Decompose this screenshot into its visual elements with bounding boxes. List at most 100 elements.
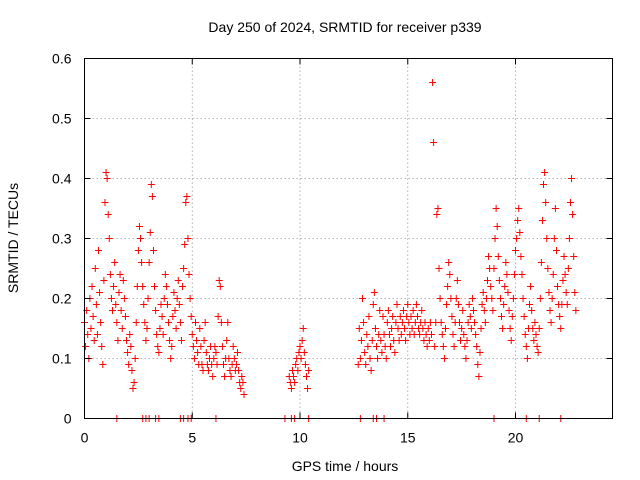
y-tick-label: 0.4 (52, 171, 72, 187)
data-point (508, 313, 516, 320)
data-point (296, 343, 304, 350)
data-point (534, 349, 542, 356)
data-point (572, 307, 580, 314)
data-point (467, 325, 475, 332)
data-point (116, 271, 124, 278)
data-point (532, 331, 540, 338)
data-point (111, 259, 119, 266)
data-point (514, 217, 522, 224)
data-point (387, 343, 395, 350)
data-point (368, 337, 376, 344)
data-point (93, 331, 101, 338)
data-point (224, 319, 232, 326)
data-point (450, 343, 458, 350)
data-point (294, 367, 302, 374)
data-point (453, 277, 461, 284)
data-point (88, 283, 96, 290)
data-point (449, 331, 457, 338)
data-point (509, 295, 517, 302)
data-point (100, 277, 108, 284)
data-point (510, 271, 518, 278)
data-point (82, 343, 90, 350)
data-point (401, 325, 409, 332)
data-point (109, 307, 117, 314)
data-point (221, 373, 229, 380)
data-point (101, 199, 109, 206)
data-point (144, 295, 152, 302)
data-point (418, 307, 426, 314)
data-point (126, 331, 134, 338)
data-point (512, 247, 520, 254)
data-point (168, 343, 176, 350)
data-point (217, 319, 225, 326)
data-point (194, 349, 202, 356)
x-tick-label: 20 (508, 430, 524, 446)
data-point (212, 349, 220, 356)
data-point (216, 283, 224, 290)
data-point (545, 289, 553, 296)
data-point (394, 325, 402, 332)
data-point (561, 271, 569, 278)
data-point (461, 343, 469, 350)
data-point (175, 301, 183, 308)
data-point (186, 295, 194, 302)
y-tick-label: 0.3 (52, 231, 72, 247)
y-tick-label: 0.2 (52, 291, 72, 307)
data-point (356, 355, 364, 362)
data-point (448, 313, 456, 320)
data-point (496, 295, 504, 302)
data-point (367, 367, 375, 374)
data-point (142, 337, 150, 344)
data-point (404, 301, 412, 308)
data-point (507, 337, 515, 344)
data-point (190, 355, 198, 362)
data-point (187, 313, 195, 320)
data-point (98, 343, 106, 350)
data-point (304, 385, 312, 392)
data-point (551, 205, 559, 212)
data-point (180, 265, 188, 272)
data-point (397, 331, 405, 338)
data-point (360, 319, 368, 326)
grid-lines (84, 58, 613, 419)
data-point (480, 307, 488, 314)
data-point (184, 235, 192, 242)
data-point (147, 181, 155, 188)
data-point (110, 283, 118, 290)
data-point (469, 307, 477, 314)
data-point (210, 355, 218, 362)
data-point (430, 139, 438, 146)
x-tick-label: 0 (81, 430, 89, 446)
data-point (408, 325, 416, 332)
data-point (204, 367, 212, 374)
data-point (571, 289, 579, 296)
data-point (196, 325, 204, 332)
data-point (362, 361, 370, 368)
data-point (371, 325, 379, 332)
data-point (139, 283, 147, 290)
data-point (173, 295, 181, 302)
data-point (543, 235, 551, 242)
data-point (389, 313, 397, 320)
data-point (533, 343, 541, 350)
data-point (121, 313, 129, 320)
data-point (125, 361, 133, 368)
data-point (399, 307, 407, 314)
data-point (413, 313, 421, 320)
data-point (393, 301, 401, 308)
data-point (504, 289, 512, 296)
data-point (544, 265, 552, 272)
data-point (494, 253, 502, 260)
data-point (541, 169, 549, 176)
data-point (425, 337, 433, 344)
data-point (379, 313, 387, 320)
data-point (538, 217, 546, 224)
data-point (433, 211, 441, 218)
data-point (182, 199, 190, 206)
data-point (354, 361, 362, 368)
data-point (291, 379, 299, 386)
data-point (146, 229, 154, 236)
data-point (149, 247, 157, 254)
data-point (385, 331, 393, 338)
data-point (568, 175, 576, 182)
